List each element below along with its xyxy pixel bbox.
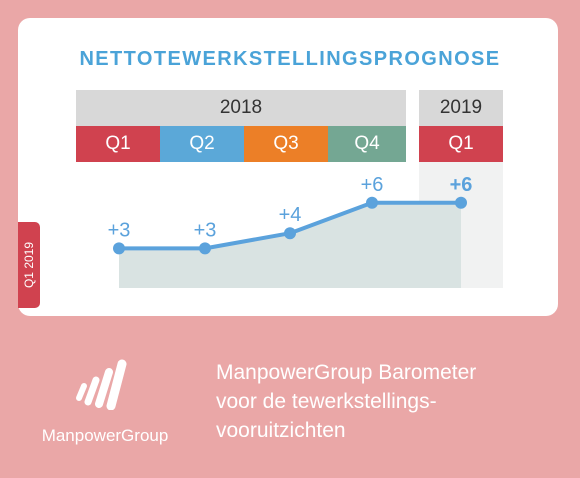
year-2018-band: 2018 (76, 90, 406, 126)
period-tab-label: Q1 2019 (22, 241, 37, 289)
data-point (199, 242, 211, 255)
data-label: +3 (108, 219, 131, 241)
manpowergroup-logo-icon (76, 359, 127, 410)
tagline-line-2: voor de tewerkstellings- (216, 390, 437, 413)
data-label: +3 (194, 219, 217, 241)
year-2019-band: 2019 (419, 90, 503, 126)
quarter-q1-2019: Q1 (419, 126, 503, 162)
quarter-q3-2018: Q3 (244, 126, 328, 162)
data-point (366, 196, 378, 209)
period-tab: Q1 2019 (18, 222, 40, 308)
quarter-q4-2018: Q4 (328, 126, 406, 162)
data-point (455, 196, 467, 209)
data-label: +4 (279, 204, 302, 226)
tagline-line-1: ManpowerGroup Barometer (216, 361, 477, 384)
chart-title: NETTOTEWERKSTELLINGSPROGNOSE (79, 48, 501, 70)
data-point (284, 227, 296, 240)
tagline-line-3: vooruitzichten (216, 419, 346, 442)
data-label: +6 (361, 174, 384, 196)
area-fill (119, 202, 461, 288)
brand-name: ManpowerGroup (41, 426, 169, 445)
tagline: ManpowerGroup Barometer voor de tewerkst… (216, 358, 566, 445)
quarter-q2-2018: Q2 (160, 126, 244, 162)
data-point (113, 242, 125, 255)
quarter-q1-2018: Q1 (76, 126, 160, 162)
data-label: +6 (450, 174, 473, 196)
